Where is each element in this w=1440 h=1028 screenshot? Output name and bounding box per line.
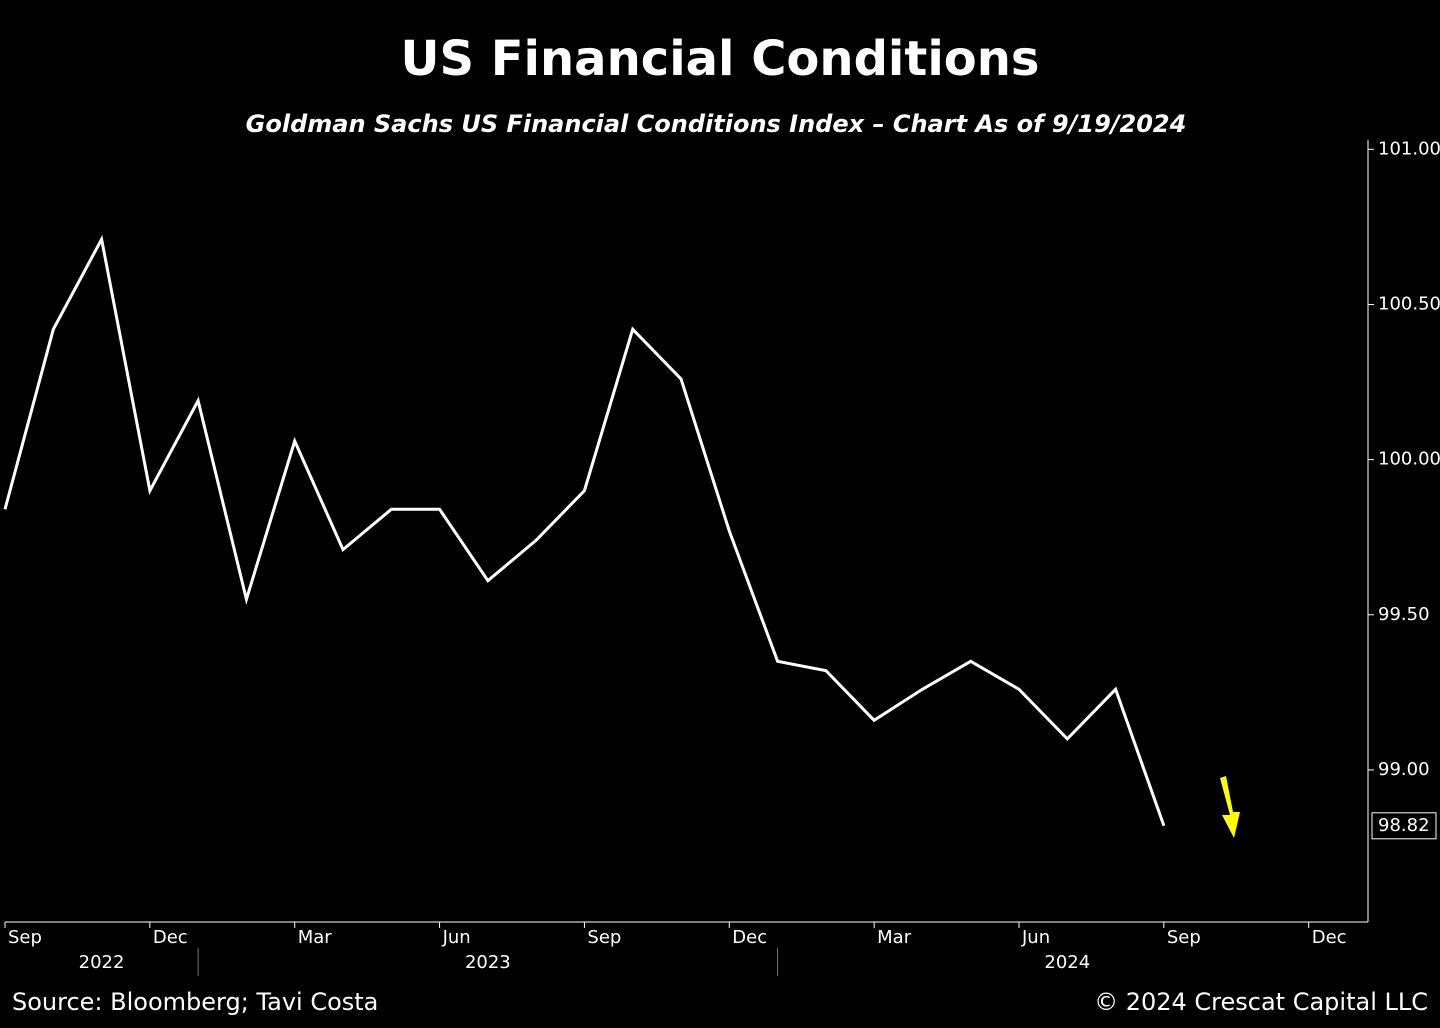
year-label: 2022 [79, 952, 125, 973]
y-tick-label: 100.00 [1378, 449, 1440, 470]
x-tick-label: Mar [877, 927, 912, 948]
last-value-label: 98.82 [1378, 815, 1430, 836]
last-value-box [1371, 812, 1437, 840]
x-tick-label: Dec [1312, 927, 1347, 948]
x-tick-label: Jun [442, 927, 471, 948]
y-tick-label: 99.50 [1378, 604, 1430, 625]
x-tick-label: Mar [298, 927, 333, 948]
x-tick-label: Jun [1021, 927, 1050, 948]
year-label: 2024 [1044, 952, 1090, 973]
year-label: 2023 [465, 952, 511, 973]
source: Source: Bloomberg; Tavi Costa [12, 988, 378, 1016]
x-tick-label: Sep [587, 927, 621, 948]
down-arrow [1220, 776, 1240, 838]
y-tick-label: 101.00 [1378, 138, 1440, 159]
x-tick-label: Sep [1167, 927, 1201, 948]
index-line [3, 234, 1166, 827]
chart-subtitle: Goldman Sachs US Financial Conditions In… [246, 110, 1187, 138]
x-tick-label: Sep [8, 927, 42, 948]
x-tick-label: Dec [153, 927, 188, 948]
copyright: © 2024 Crescat Capital LLC [1094, 988, 1428, 1016]
y-tick-label: 99.00 [1378, 759, 1430, 780]
y-tick-label: 100.50 [1378, 293, 1440, 314]
x-tick-label: Dec [732, 927, 767, 948]
chart-title: US Financial Conditions [401, 31, 1040, 87]
